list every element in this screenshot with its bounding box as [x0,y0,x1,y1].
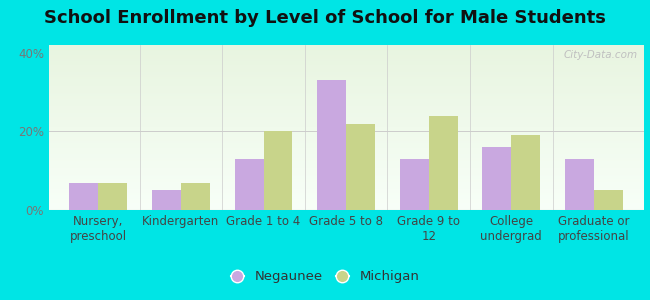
Bar [152,190,181,210]
Bar [482,147,512,210]
Bar [317,80,346,210]
Bar [235,159,263,210]
Bar [594,190,623,210]
Bar [565,159,594,210]
Bar [263,131,292,210]
Bar [70,182,98,210]
Legend: Negaunee, Michigan: Negaunee, Michigan [227,266,423,287]
Text: School Enrollment by Level of School for Male Students: School Enrollment by Level of School for… [44,9,606,27]
Bar [400,159,429,210]
Bar [181,182,210,210]
Bar [98,182,127,210]
Bar [429,116,458,210]
Bar [512,135,540,210]
Bar [346,124,375,210]
Text: City-Data.com: City-Data.com [564,50,638,60]
